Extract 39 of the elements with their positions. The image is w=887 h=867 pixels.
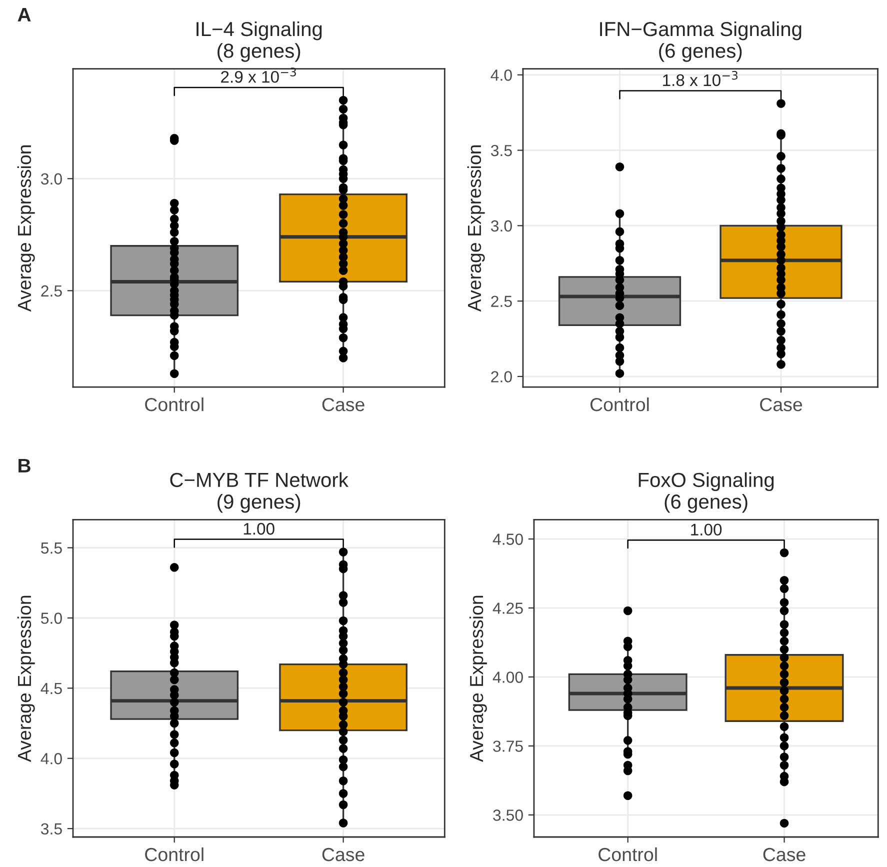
y-tick-label: 4.0 [40, 753, 62, 764]
x-tick-label: Control [590, 397, 649, 412]
y-tick-label: 4.0 [490, 70, 512, 81]
x-tick-label: Control [145, 847, 204, 862]
y-tick-label: 3.50 [493, 810, 523, 821]
annotation: 2.9 x 10$^{−3}$ [221, 68, 296, 83]
chart-title: FoxO Signaling (6 genes) [638, 472, 774, 513]
annotation: 1.00 [691, 524, 722, 536]
annotation: 1.00 [244, 522, 274, 535]
text: A [18, 8, 31, 22]
chart-title: IFN−Gamma Signaling (6 genes) [600, 21, 802, 62]
y-tick-label: 4.25 [492, 602, 523, 614]
y-tick-label: 3.75 [493, 740, 523, 752]
annotation: 1.8 x 10$^{−3}$ [663, 70, 738, 86]
text: B [18, 458, 30, 472]
y-tick-label: 3.5 [490, 144, 512, 156]
y-axis-title: Average Expression [469, 596, 487, 762]
x-tick-label: Case [322, 398, 364, 412]
y-tick-label: 4.50 [492, 534, 523, 545]
y-tick-label: 5.5 [41, 542, 62, 554]
y-tick-label: 3.0 [490, 220, 512, 232]
y-tick-label: 4.5 [40, 682, 62, 694]
x-tick-label: Control [145, 397, 204, 412]
x-tick-label: Control [598, 847, 657, 862]
y-tick-label: 2.5 [41, 285, 62, 297]
y-tick-label: 3.0 [40, 173, 62, 185]
y-tick-label: 2.5 [491, 296, 512, 308]
y-tick-label: 2.0 [491, 371, 512, 382]
y-tick-label: 5.0 [41, 612, 62, 624]
chart-title: C−MYB TF Network (9 genes) [170, 472, 348, 513]
y-tick-label: 3.5 [40, 823, 62, 835]
y-tick-label: 4.00 [492, 672, 523, 683]
x-tick-label: Case [760, 398, 802, 412]
x-tick-label: Case [763, 848, 806, 862]
y-axis-title: Average Expression [467, 145, 485, 312]
y-axis-title: Average Expression [17, 145, 35, 312]
chart-title: IL−4 Signaling (8 genes) [196, 21, 322, 62]
y-axis-title: Average Expression [17, 596, 35, 762]
x-tick-label: Case [322, 848, 364, 862]
